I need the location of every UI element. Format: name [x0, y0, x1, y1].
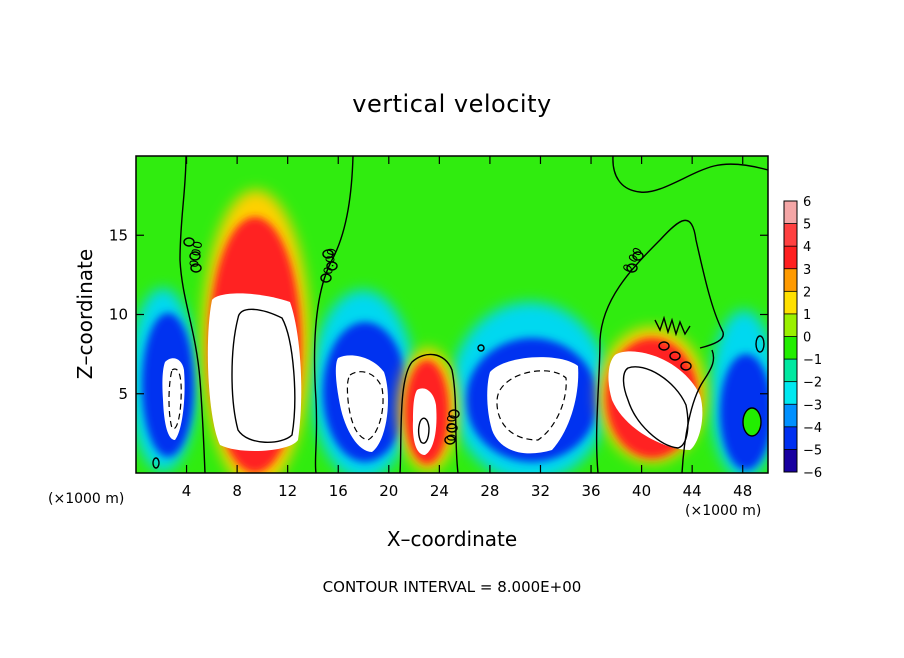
chart-title: vertical velocity — [352, 90, 551, 118]
saturated-core-2 — [412, 388, 437, 455]
x-tick-label: 36 — [581, 482, 600, 500]
colorbar-label: 2 — [803, 285, 811, 300]
x-units-left: (×1000 m) — [48, 491, 124, 507]
colorbar-label: −6 — [803, 466, 822, 481]
colorbar-swatch — [784, 404, 797, 427]
colorbar-swatch — [784, 291, 797, 314]
saturated-core-1 — [207, 293, 302, 452]
contour-zero-6 — [681, 349, 715, 473]
contour-downdraft-2 — [346, 371, 384, 441]
contour-oval — [189, 251, 201, 261]
y-axis-ticks: 5 10 15 — [109, 226, 768, 403]
saturated-core-6 — [487, 357, 579, 454]
contour-small-cell — [742, 407, 762, 437]
contour-value-label: 0.00 — [187, 240, 205, 269]
contour-zero-4 — [595, 219, 724, 473]
x-axis-label: X–coordinate — [387, 527, 517, 551]
contour-ovals — [183, 237, 692, 445]
colorbar-swatch — [784, 246, 797, 269]
contour-lines — [152, 156, 768, 473]
saturated-core-3 — [608, 351, 703, 450]
colorbar-label: 5 — [803, 218, 811, 233]
colorbar-swatch — [784, 201, 797, 224]
contour-downdraft-3 — [496, 370, 567, 441]
colorbar: 6 5 4 3 2 1 0 −1 −2 −3 −4 −5 −6 — [783, 195, 822, 481]
dashed-contours — [168, 368, 567, 441]
x-tick-label: 32 — [531, 482, 550, 500]
x-tick-label: 40 — [632, 482, 651, 500]
colorbar-label: −3 — [803, 398, 822, 413]
contour-ripple — [654, 315, 691, 337]
colorbar-label: 3 — [803, 263, 811, 278]
x-tick-label: 12 — [278, 482, 297, 500]
x-tick-label: 48 — [733, 482, 752, 500]
contour-oval — [446, 423, 458, 433]
contour-value-label: 0.00 — [445, 415, 459, 442]
contour-value-label: 0.00 — [321, 247, 339, 276]
contour-oval — [669, 351, 681, 361]
x-tick-label: 44 — [683, 482, 702, 500]
x-tick-label: 24 — [430, 482, 449, 500]
contour-zero-5 — [612, 156, 768, 193]
contour-oval — [183, 237, 195, 247]
downdraft-core-4 — [720, 354, 768, 470]
contour-zero-2 — [313, 156, 354, 473]
colorbar-label: 6 — [803, 195, 811, 210]
contour-downdraft-1 — [168, 368, 182, 430]
colorbar-label: 0 — [803, 331, 811, 346]
contour-corner-cell — [152, 457, 160, 469]
colorbar-label: −4 — [803, 421, 822, 436]
colorbar-label: 1 — [803, 308, 811, 323]
colorbar-swatch — [784, 336, 797, 360]
velocity-field — [136, 156, 768, 473]
colorbar-swatch — [784, 381, 797, 405]
colorbar-swatch — [784, 223, 797, 247]
x-units-right: (×1000 m) — [685, 503, 761, 519]
colorbar-swatch — [784, 449, 797, 472]
colorbar-swatch — [784, 313, 797, 337]
y-axis-label: Z–coordinate — [73, 249, 97, 379]
contour-oval — [680, 361, 692, 371]
colorbar-label: −5 — [803, 443, 822, 458]
contour-oval — [448, 409, 460, 419]
contour-oval — [626, 263, 638, 273]
contour-oval — [322, 249, 334, 259]
contour-updraft-1 — [231, 308, 296, 443]
contour-oval — [326, 261, 338, 271]
contour-interval-note: CONTOUR INTERVAL = 8.000E+00 — [323, 578, 582, 596]
colorbar-swatch — [784, 359, 797, 382]
saturated-core-5 — [335, 355, 388, 452]
x-tick-label: 20 — [379, 482, 398, 500]
small-updraft-cell — [743, 408, 761, 436]
x-axis-ticks: 4 8 12 16 20 24 28 32 36 40 44 48 — [182, 156, 752, 500]
x-tick-label: 28 — [480, 482, 499, 500]
x-tick-label: 8 — [232, 482, 242, 500]
colorbar-swatch — [784, 268, 797, 292]
contour-oval — [477, 344, 485, 352]
y-tick-label: 10 — [109, 306, 128, 324]
contour-tiny-cell — [755, 335, 765, 353]
saturated-cores — [162, 293, 761, 455]
contour-updraft-3 — [622, 366, 689, 449]
contour-oval — [444, 435, 456, 445]
y-tick-label: 15 — [109, 226, 128, 244]
y-tick-label: 5 — [118, 385, 128, 403]
contour-zero-1 — [179, 156, 206, 473]
colorbar-label: 4 — [803, 240, 811, 255]
contour-updraft-2 — [417, 417, 430, 444]
colorbar-swatch — [784, 426, 797, 450]
colorbar-label: −2 — [803, 376, 822, 391]
contour-oval — [320, 273, 332, 283]
x-tick-label: 4 — [182, 482, 192, 500]
x-tick-label: 16 — [329, 482, 348, 500]
contour-oval — [190, 263, 202, 273]
contour-oval — [632, 251, 644, 261]
contour-oval — [658, 341, 670, 351]
colorbar-label: −1 — [803, 353, 822, 368]
